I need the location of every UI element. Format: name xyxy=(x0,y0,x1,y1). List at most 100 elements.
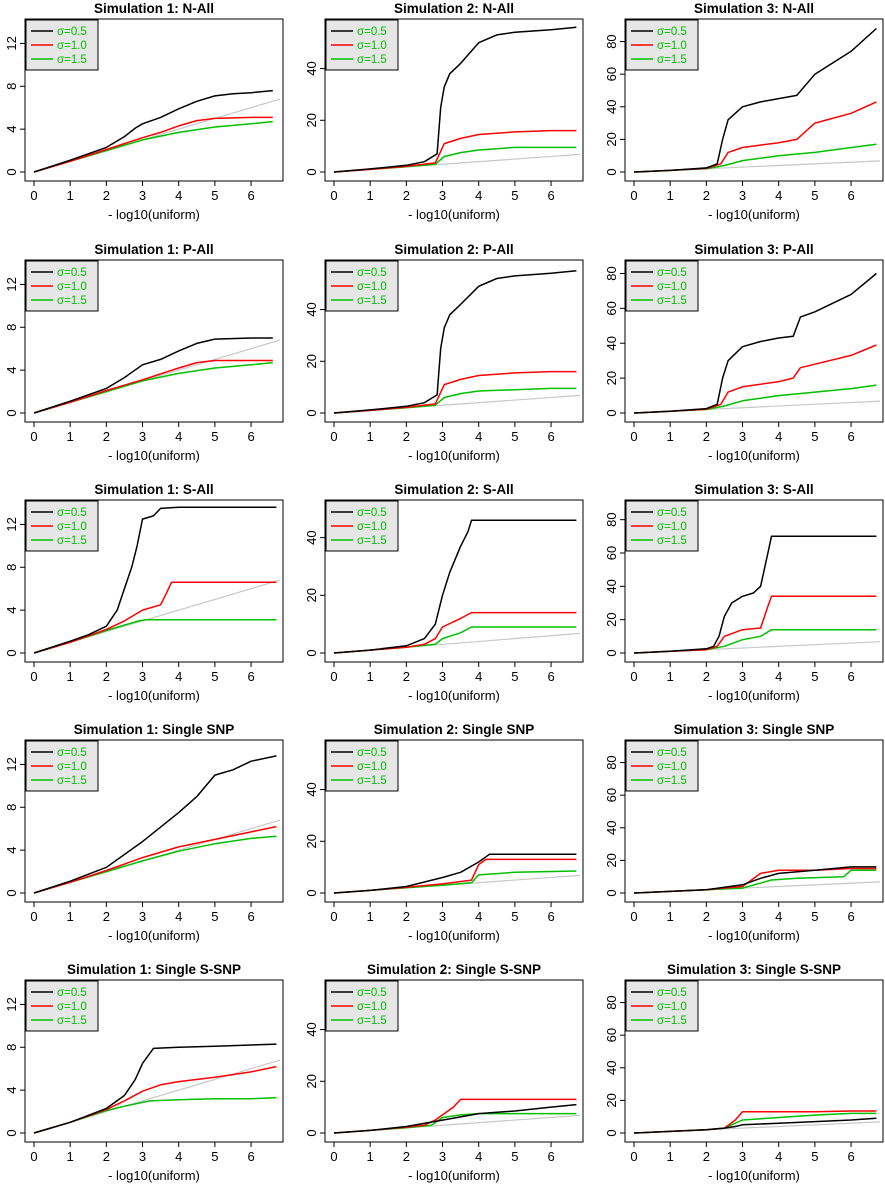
legend: σ=0.5 σ=1.0 σ=1.5 xyxy=(25,19,99,71)
y-tick-label: 4 xyxy=(4,126,19,133)
x-tick-label: 6 xyxy=(547,429,554,444)
x-tick-label: 1 xyxy=(67,429,74,444)
legend: σ=0.5 σ=1.0 σ=1.5 xyxy=(325,500,399,552)
x-axis-label: - log10(uniform) xyxy=(408,928,500,943)
x-tick-label: 1 xyxy=(667,188,674,203)
series-line xyxy=(633,628,877,654)
x-tick-label: 6 xyxy=(547,188,554,203)
legend-label: σ=1.5 xyxy=(357,295,387,307)
series-line xyxy=(33,361,273,414)
x-tick-label: 2 xyxy=(403,669,410,684)
x-tick-label: 6 xyxy=(247,1149,254,1164)
legend-label: σ=1.5 xyxy=(657,54,687,66)
x-tick-label: 2 xyxy=(103,1149,110,1164)
y-tick-label: 12 xyxy=(4,517,19,531)
y-tick-label: 20 xyxy=(604,853,619,867)
y-tick-label: 60 xyxy=(604,67,619,81)
legend-label: σ=0.5 xyxy=(657,26,687,38)
y-tick-label: 0 xyxy=(304,649,319,656)
x-tick-label: 3 xyxy=(139,1149,146,1164)
y-tick-label: 0 xyxy=(604,649,619,656)
series-group xyxy=(33,1043,281,1134)
legend: σ=0.5 σ=1.0 σ=1.5 xyxy=(325,260,399,312)
x-tick-label: 1 xyxy=(367,429,374,444)
series-line xyxy=(333,611,577,654)
y-tick-label: 20 xyxy=(604,1093,619,1107)
x-tick-label: 0 xyxy=(30,188,37,203)
x-tick-label: 0 xyxy=(630,909,637,924)
series-group xyxy=(33,755,281,894)
y-tick-label: 40 xyxy=(604,336,619,350)
x-tick-label: 1 xyxy=(67,909,74,924)
x-axis-label: - log10(uniform) xyxy=(408,207,500,222)
y-tick-label: 60 xyxy=(604,788,619,802)
y-tick-label: 20 xyxy=(304,113,319,127)
series-line xyxy=(333,626,577,654)
x-tick-label: 4 xyxy=(775,669,782,684)
legend: σ=0.5 σ=1.0 σ=1.5 xyxy=(325,19,399,71)
x-tick-label: 4 xyxy=(775,429,782,444)
legend-label: σ=1.0 xyxy=(57,281,87,293)
panel-14: Simulation 2: Single S-SNP 0 1 2 3 4 5 6 - log10… xyxy=(304,962,584,1183)
y-tick-label: 80 xyxy=(604,34,619,48)
y-tick-label: 0 xyxy=(304,889,319,896)
legend-label: σ=0.5 xyxy=(357,507,387,519)
x-tick-label: 3 xyxy=(739,1149,746,1164)
series-group xyxy=(333,270,581,414)
x-tick-label: 5 xyxy=(811,429,818,444)
panel-title: Simulation 3: N-All xyxy=(694,1,814,16)
legend-label: σ=1.0 xyxy=(657,281,687,293)
legend-label: σ=0.5 xyxy=(57,267,87,279)
x-tick-label: 1 xyxy=(667,909,674,924)
panel-title: Simulation 1: Single SNP xyxy=(74,722,235,737)
x-tick-label: 6 xyxy=(847,188,854,203)
y-tick-label: 0 xyxy=(4,649,19,656)
x-tick-label: 2 xyxy=(703,909,710,924)
x-tick-label: 0 xyxy=(330,909,337,924)
panel-8: Simulation 2: S-All 0 1 2 3 4 5 6 - log10(unifor… xyxy=(304,482,584,703)
x-tick-label: 6 xyxy=(547,909,554,924)
series-line xyxy=(633,535,877,654)
x-tick-label: 5 xyxy=(811,188,818,203)
legend-label: σ=1.0 xyxy=(357,761,387,773)
series-line xyxy=(33,1043,277,1134)
y-tick-label: 0 xyxy=(604,1129,619,1136)
series-line xyxy=(333,519,577,654)
y-tick-label: 80 xyxy=(604,266,619,280)
y-tick-label: 12 xyxy=(4,277,19,291)
y-tick-label: 40 xyxy=(304,1022,319,1036)
x-axis-label: - log10(uniform) xyxy=(108,928,200,943)
series-line xyxy=(333,270,577,414)
x-tick-label: 3 xyxy=(739,909,746,924)
panel-2: Simulation 2: N-All 0 1 2 3 4 5 6 - log10(unifor… xyxy=(304,1,584,222)
y-tick-label: 20 xyxy=(604,612,619,626)
series-line xyxy=(33,581,277,654)
legend: σ=0.5 σ=1.0 σ=1.5 xyxy=(625,980,699,1032)
legend-label: σ=0.5 xyxy=(57,507,87,519)
y-tick-label: 12 xyxy=(4,36,19,50)
panel-12: Simulation 3: Single SNP 0 1 2 3 4 5 6 - log10(u… xyxy=(604,722,884,943)
legend-label: σ=0.5 xyxy=(657,267,687,279)
x-tick-label: 4 xyxy=(475,909,482,924)
x-tick-label: 4 xyxy=(775,909,782,924)
legend-label: σ=1.5 xyxy=(357,535,387,547)
x-tick-label: 3 xyxy=(439,1149,446,1164)
legend: σ=0.5 σ=1.0 σ=1.5 xyxy=(25,500,99,552)
legend-label: σ=1.0 xyxy=(657,521,687,533)
x-tick-label: 1 xyxy=(67,669,74,684)
series-line xyxy=(633,869,877,894)
x-tick-label: 5 xyxy=(511,669,518,684)
y-tick-label: 40 xyxy=(304,530,319,544)
series-group xyxy=(333,26,581,173)
legend-label: σ=1.0 xyxy=(657,761,687,773)
x-tick-label: 2 xyxy=(403,188,410,203)
legend: σ=0.5 σ=1.0 σ=1.5 xyxy=(625,19,699,71)
series-line xyxy=(33,359,273,414)
x-axis-label: - log10(uniform) xyxy=(708,207,800,222)
x-tick-label: 6 xyxy=(847,1149,854,1164)
x-tick-label: 0 xyxy=(330,1149,337,1164)
series-line xyxy=(33,755,277,894)
y-tick-label: 0 xyxy=(604,168,619,175)
